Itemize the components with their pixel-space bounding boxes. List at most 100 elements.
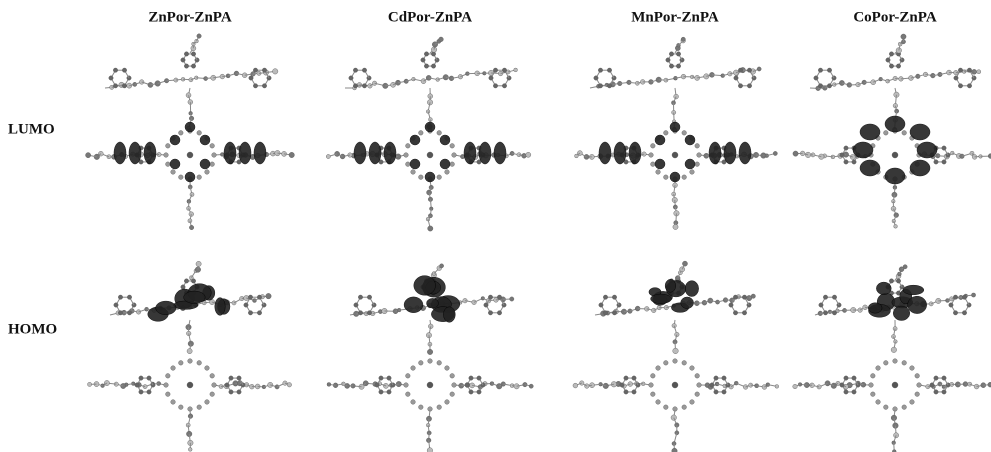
atom xyxy=(690,170,695,175)
atom xyxy=(840,153,844,157)
column-title: MnPor-ZnPA xyxy=(631,9,719,25)
atom xyxy=(651,162,656,167)
atom xyxy=(832,295,836,299)
orbital-lobe xyxy=(903,285,924,295)
atom xyxy=(682,175,687,180)
atom xyxy=(431,64,435,68)
atom xyxy=(248,311,252,315)
atom xyxy=(934,376,938,380)
atom xyxy=(714,390,718,394)
atom xyxy=(852,376,856,380)
atom xyxy=(664,405,669,410)
atom xyxy=(942,160,946,164)
atom xyxy=(628,382,633,387)
atom xyxy=(526,152,531,157)
atom xyxy=(681,37,685,41)
atom xyxy=(488,295,492,299)
atom xyxy=(953,311,957,315)
atom xyxy=(147,376,151,380)
atom xyxy=(934,390,938,394)
atom xyxy=(362,84,366,88)
orbital-lobe xyxy=(185,122,195,132)
atom xyxy=(823,311,827,315)
orbital-lobe xyxy=(414,276,436,296)
orbital-lobe xyxy=(853,142,873,158)
atom xyxy=(113,68,117,72)
orbital-lobe xyxy=(685,135,695,145)
atom xyxy=(852,390,856,394)
atom xyxy=(892,152,898,158)
atom xyxy=(818,68,822,72)
atom xyxy=(445,400,450,405)
atom xyxy=(404,153,409,158)
atom xyxy=(188,448,192,452)
orbital-lobe xyxy=(200,159,210,169)
atom xyxy=(651,144,656,149)
orbital-lobe xyxy=(427,298,439,308)
atom xyxy=(445,170,450,175)
atom xyxy=(649,153,654,158)
atom xyxy=(166,374,171,379)
orbital-lobe xyxy=(144,142,156,164)
orbital-lobe xyxy=(908,296,927,313)
atom xyxy=(891,206,896,211)
atom xyxy=(191,64,195,68)
atom xyxy=(493,68,497,72)
atom xyxy=(514,68,518,72)
atom xyxy=(113,84,117,88)
atom xyxy=(139,390,143,394)
atom xyxy=(844,390,848,394)
atom xyxy=(656,170,661,175)
atom xyxy=(632,376,636,380)
atom xyxy=(690,366,695,371)
orbital-lobe xyxy=(369,142,381,164)
atom xyxy=(818,84,822,88)
orbital-lobe xyxy=(670,122,680,132)
atom xyxy=(673,224,678,229)
atom xyxy=(891,347,897,353)
atom xyxy=(793,384,798,389)
atom xyxy=(262,84,266,88)
atom xyxy=(575,154,579,158)
atom xyxy=(773,151,777,155)
atom xyxy=(197,361,202,366)
atom xyxy=(664,361,669,366)
orbital-lobe xyxy=(910,124,930,140)
atom xyxy=(184,279,188,283)
atom xyxy=(742,295,746,299)
atom xyxy=(674,94,679,99)
atom xyxy=(884,131,889,136)
atom xyxy=(187,382,193,388)
atom xyxy=(876,400,881,405)
atom xyxy=(729,303,733,307)
orbital-lobe xyxy=(425,172,435,182)
orbital-lobe xyxy=(464,142,476,164)
atom xyxy=(187,152,193,158)
atom xyxy=(109,76,113,80)
atom xyxy=(349,76,353,80)
atom xyxy=(884,361,889,366)
orbital-lobe xyxy=(860,124,880,140)
orbital-lobe xyxy=(893,306,910,320)
atom xyxy=(171,400,176,405)
atom xyxy=(421,58,425,62)
atom xyxy=(166,392,171,397)
atom xyxy=(484,303,488,307)
atom xyxy=(695,392,700,397)
atom xyxy=(889,279,893,283)
atom xyxy=(949,303,953,307)
atom xyxy=(358,311,362,315)
atom xyxy=(179,131,184,136)
atom xyxy=(734,76,738,80)
atom xyxy=(445,366,450,371)
atom xyxy=(127,295,131,299)
atom xyxy=(166,162,171,167)
row-label: HOMO xyxy=(8,321,57,337)
atom xyxy=(901,34,906,39)
atom xyxy=(529,384,533,388)
atom xyxy=(253,84,257,88)
atom xyxy=(814,76,818,80)
atom xyxy=(967,84,971,88)
atom xyxy=(722,376,726,380)
atom xyxy=(181,285,185,289)
